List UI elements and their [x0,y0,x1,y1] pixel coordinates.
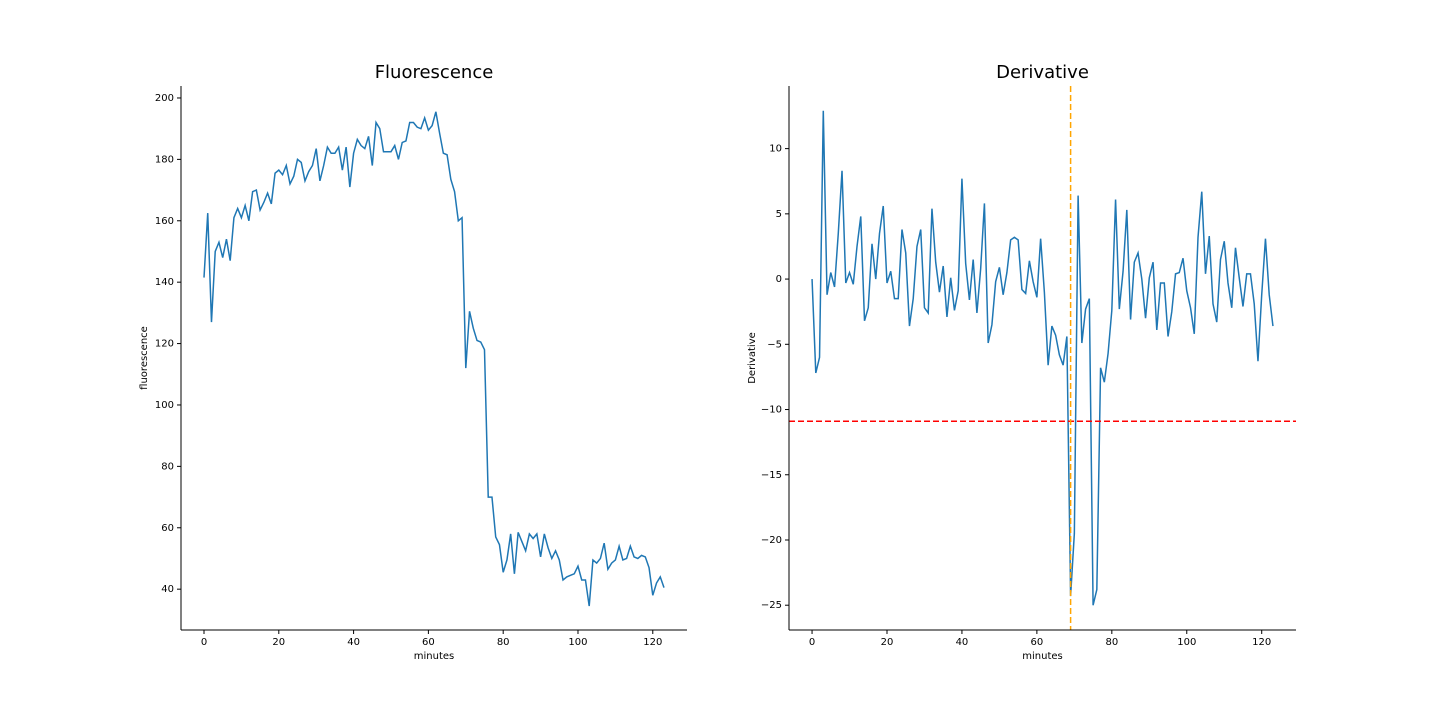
y-tick-label: −20 [761,535,782,546]
x-tick-label: 40 [956,637,969,648]
y-tick-label: 120 [155,339,174,350]
y-tick-label: 5 [776,209,782,220]
data-line [203,111,665,607]
x-tick-label: 0 [809,637,815,648]
y-tick-label: −5 [767,339,782,350]
y-tick-label: 60 [161,523,174,534]
x-tick-label: 20 [881,637,894,648]
x-tick-label: 120 [1252,637,1271,648]
x-tick-label: 20 [272,637,285,648]
x-tick-label: 120 [643,637,662,648]
x-tick-label: 100 [568,637,587,648]
y-tick-label: 140 [155,277,174,288]
x-tick-label: 60 [422,637,435,648]
y-tick-label: 100 [155,400,174,411]
y-tick-label: 200 [155,93,174,104]
x-tick-label: 100 [1177,637,1196,648]
data-line [811,110,1274,606]
y-tick-label: 80 [161,461,174,472]
y-tick-label: 180 [155,154,174,165]
x-tick-label: 40 [347,637,360,648]
y-tick-label: −10 [761,405,782,416]
y-tick-label: 0 [776,274,782,285]
x-axis-label: minutes [1022,651,1062,662]
chart-title: Derivative [996,62,1089,83]
y-axis-label: Derivative [747,332,758,384]
y-tick-label: 40 [161,584,174,595]
chart-title: Fluorescence [375,62,494,83]
y-axis-label: fluorescence [139,326,150,390]
y-tick-label: 10 [769,144,782,155]
x-tick-label: 80 [497,637,510,648]
x-tick-label: 80 [1105,637,1118,648]
y-tick-label: −25 [761,600,782,611]
x-tick-label: 0 [201,637,207,648]
x-axis-label: minutes [414,651,454,662]
y-tick-label: −15 [761,470,782,481]
y-tick-label: 160 [155,216,174,227]
x-tick-label: 60 [1031,637,1044,648]
